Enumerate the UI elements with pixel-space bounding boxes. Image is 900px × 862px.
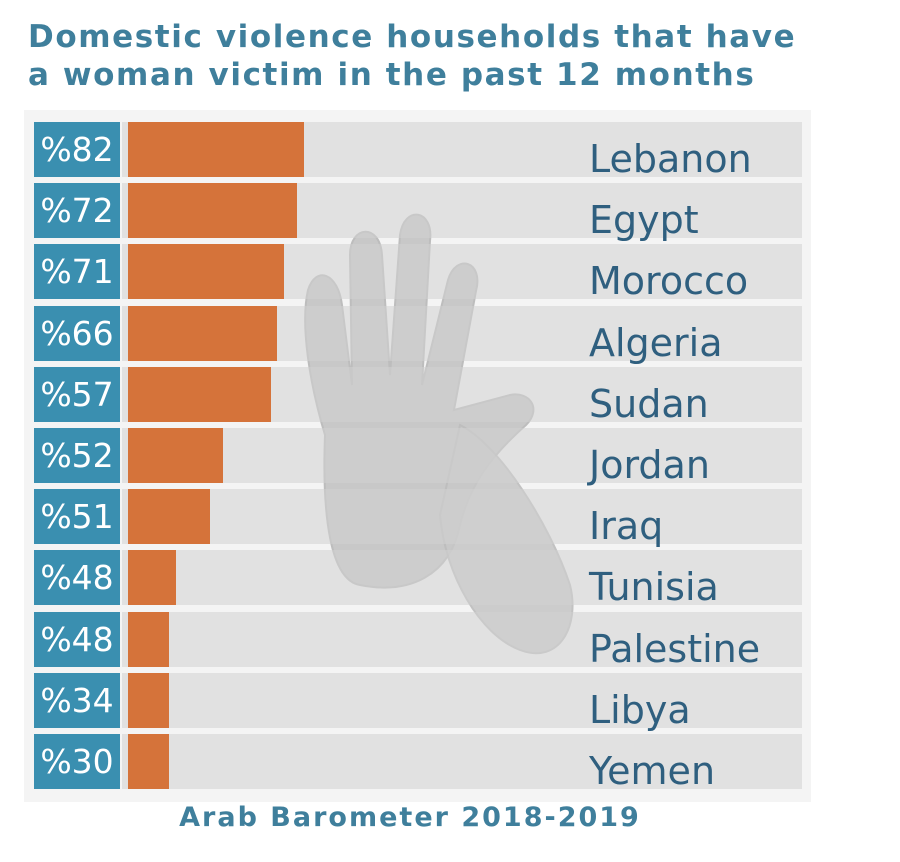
bar-row: %51 Iraq	[34, 489, 802, 548]
bar	[128, 672, 169, 728]
chart-title: Domestic violence households that have a…	[28, 18, 898, 94]
category-label: Morocco	[589, 259, 749, 304]
bar	[128, 183, 297, 239]
bar-track	[122, 489, 802, 545]
category-label: Egypt	[589, 198, 699, 243]
bar-row: %71 Morocco	[34, 244, 802, 303]
bar-track	[122, 672, 802, 728]
category-label: Yemen	[589, 749, 716, 793]
bar-row: %30 Yemen	[34, 734, 802, 793]
category-label: Jordan	[589, 443, 710, 487]
bar	[128, 305, 277, 361]
value-label: %57	[34, 366, 120, 422]
bar	[128, 244, 284, 300]
bar-track	[122, 428, 802, 483]
bar-track	[122, 611, 802, 667]
value-label: %51	[34, 489, 120, 545]
bar-row: %52 Jordan	[34, 428, 802, 487]
title-line-2: a woman victim in the past 12 months	[28, 57, 756, 93]
bar	[128, 122, 304, 177]
category-label: Libya	[589, 687, 691, 732]
bar	[128, 366, 271, 422]
bar	[128, 734, 169, 789]
category-label: Lebanon	[589, 137, 752, 181]
value-label: %82	[34, 122, 120, 177]
bar-row: %66 Algeria	[34, 305, 802, 365]
bar	[128, 428, 223, 483]
value-label: %48	[34, 550, 120, 606]
value-label: %48	[34, 611, 120, 667]
category-label: Palestine	[589, 626, 761, 671]
bar-row: %48 Palestine	[34, 611, 802, 671]
bar-row: %82 Lebanon	[34, 122, 802, 181]
bar-track	[122, 550, 802, 606]
bar-track	[122, 734, 802, 789]
value-label: %34	[34, 672, 120, 728]
value-label: %30	[34, 734, 120, 789]
category-label: Algeria	[589, 320, 723, 365]
bar-row: %57 Sudan	[34, 366, 802, 426]
value-label: %71	[34, 244, 120, 300]
bar	[128, 611, 169, 667]
value-label: %72	[34, 183, 120, 239]
bar-row: %72 Egypt	[34, 183, 802, 242]
value-label: %52	[34, 428, 120, 483]
bar-row: %34 Libya	[34, 672, 802, 732]
bar-row: %48 Tunisia	[34, 550, 802, 609]
source-caption: Arab Barometer 2018-2019	[179, 802, 641, 833]
category-label: Sudan	[589, 381, 709, 426]
bar	[128, 489, 210, 545]
bar	[128, 550, 176, 606]
category-label: Iraq	[589, 504, 664, 549]
title-line-1: Domestic violence households that have	[28, 19, 797, 55]
value-label: %66	[34, 305, 120, 361]
category-label: Tunisia	[589, 565, 719, 610]
